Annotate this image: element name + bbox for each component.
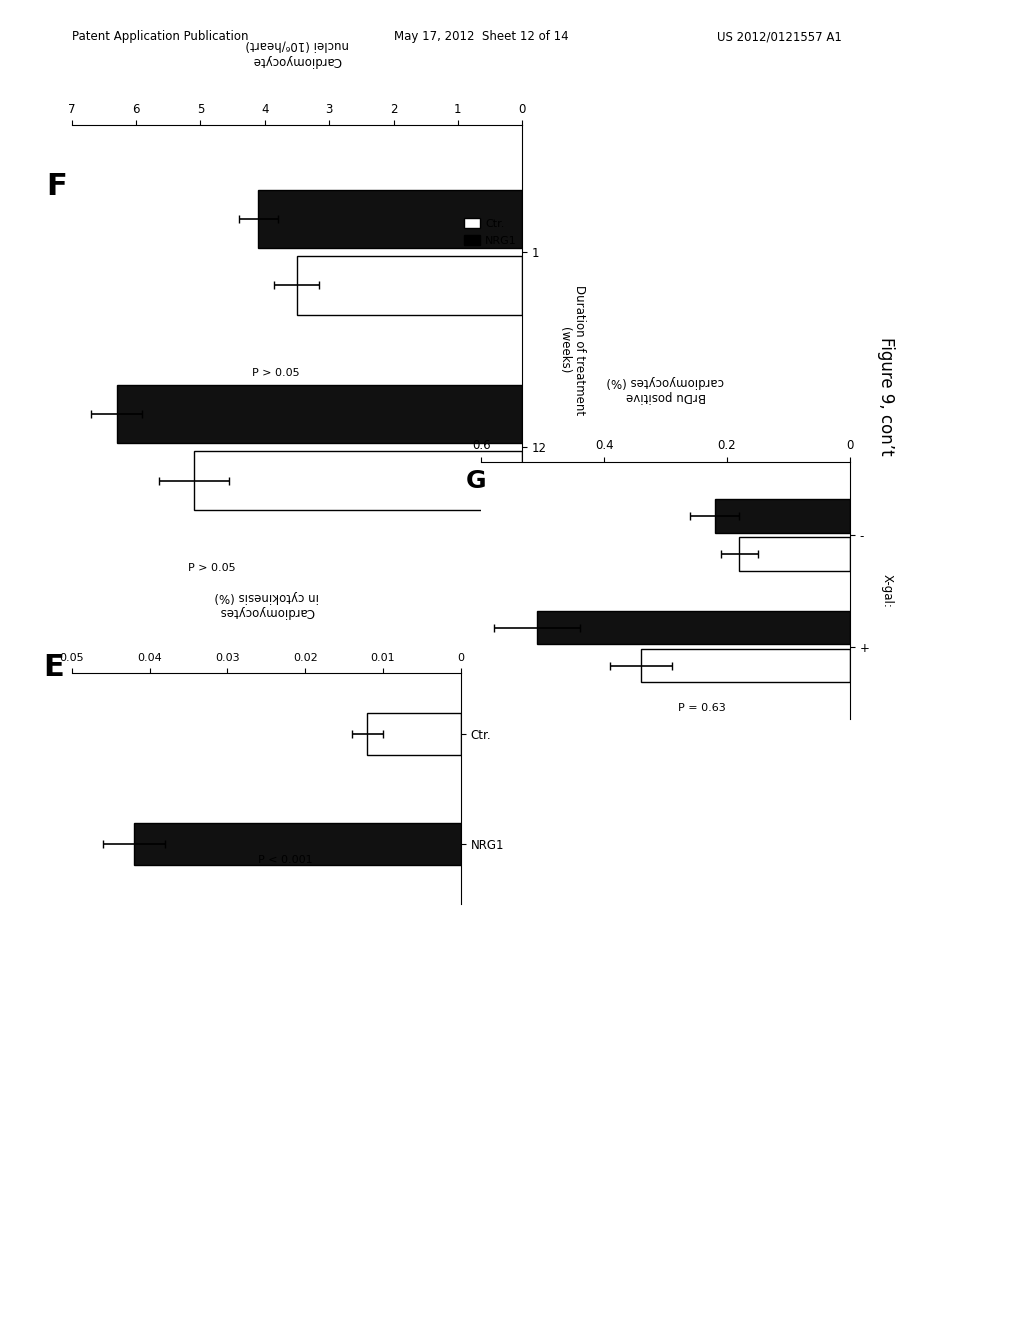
Bar bbox=[715, 499, 850, 532]
Legend: Ctr., NRG1: Ctr., NRG1 bbox=[464, 218, 517, 246]
Bar bbox=[258, 190, 522, 248]
Bar bbox=[117, 385, 522, 444]
Text: P < 0.001: P < 0.001 bbox=[258, 855, 313, 865]
Text: F: F bbox=[46, 172, 67, 201]
Text: US 2012/0121557 A1: US 2012/0121557 A1 bbox=[717, 30, 842, 44]
Bar bbox=[194, 451, 522, 510]
Text: May 17, 2012  Sheet 12 of 14: May 17, 2012 Sheet 12 of 14 bbox=[394, 30, 569, 44]
X-axis label: BrDu positive
cardiomyocytes (%): BrDu positive cardiomyocytes (%) bbox=[607, 375, 724, 404]
Text: G: G bbox=[466, 469, 486, 492]
Text: P > 0.05: P > 0.05 bbox=[187, 564, 236, 573]
Text: E: E bbox=[43, 653, 63, 682]
Text: P = 0.63: P = 0.63 bbox=[678, 704, 726, 713]
X-axis label: Cardiomyocytes
in cytokinesis (%): Cardiomyocytes in cytokinesis (%) bbox=[214, 590, 318, 618]
Bar bbox=[537, 611, 850, 644]
Y-axis label: Duration of treatment
(weeks): Duration of treatment (weeks) bbox=[558, 285, 586, 414]
Text: P > 0.05: P > 0.05 bbox=[252, 368, 300, 379]
Bar bbox=[641, 649, 850, 682]
Text: Figure 9, con’t: Figure 9, con’t bbox=[877, 337, 895, 455]
Bar bbox=[297, 256, 522, 314]
Text: Patent Application Publication: Patent Application Publication bbox=[72, 30, 248, 44]
X-axis label: Cardiomyocyte
nuclei (10⁶/heart): Cardiomyocyte nuclei (10⁶/heart) bbox=[245, 38, 349, 67]
Bar bbox=[134, 822, 461, 865]
Bar bbox=[368, 713, 461, 755]
Bar bbox=[739, 537, 850, 570]
Y-axis label: X-gal:: X-gal: bbox=[881, 574, 894, 607]
